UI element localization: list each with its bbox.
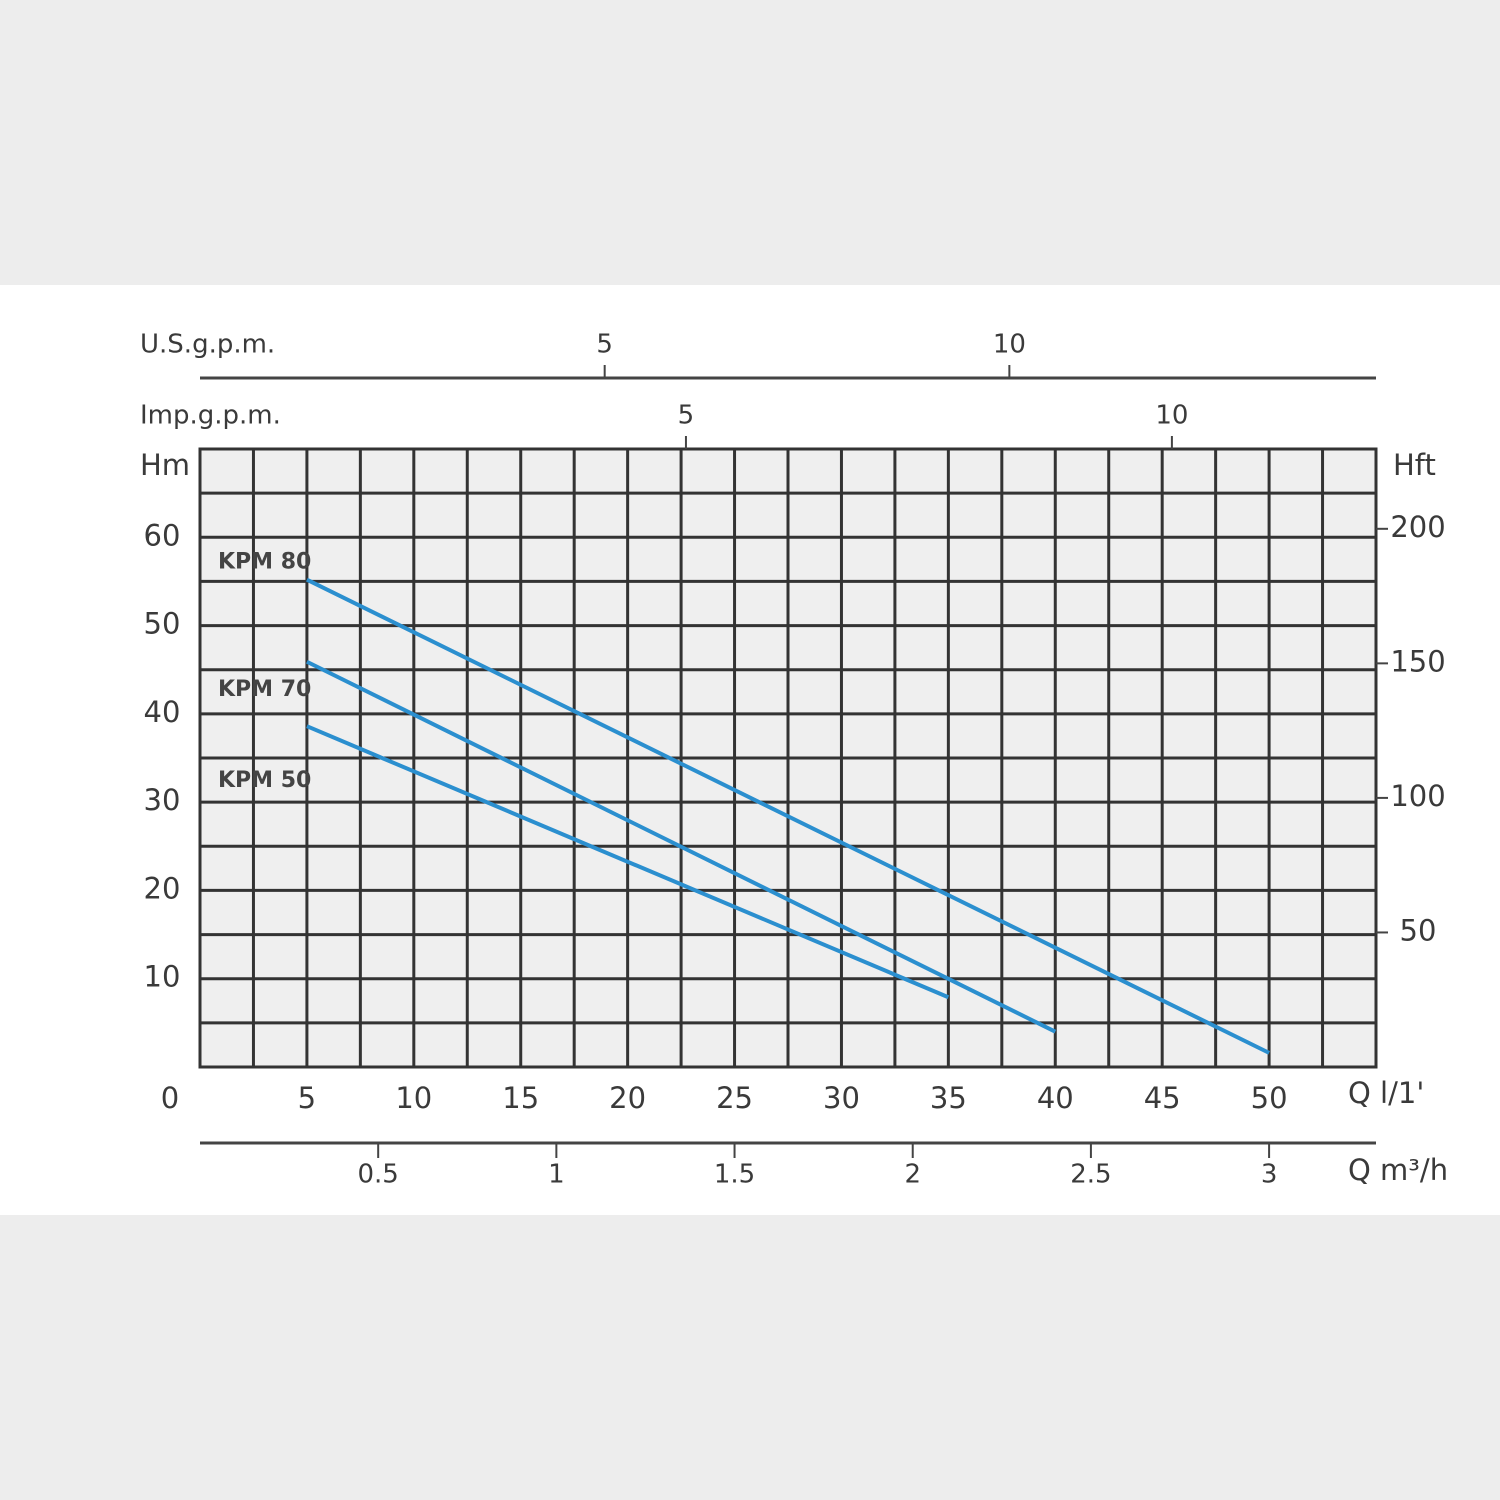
- bottom-axis-2-tick-label: 3: [1261, 1160, 1278, 1190]
- top-axis-2-label: Imp.g.p.m.: [140, 401, 281, 431]
- x-tick-label: 0: [161, 1081, 179, 1115]
- x-axis-label: Q l/1': [1348, 1076, 1424, 1110]
- y-tick-label: 40: [144, 695, 181, 729]
- x-tick-label: 10: [395, 1081, 432, 1115]
- x-tick-label: 40: [1037, 1081, 1074, 1115]
- top-axis-1-tick-label: 10: [993, 330, 1026, 360]
- y2-tick-label: 150: [1390, 644, 1445, 678]
- y-tick-label: 30: [144, 783, 181, 817]
- y-tick-label: 20: [144, 871, 181, 905]
- y2-tick-label: 200: [1390, 510, 1445, 544]
- y2-tick-label: 100: [1390, 779, 1445, 813]
- x-tick-label: 20: [609, 1081, 646, 1115]
- x-tick-label: 25: [716, 1081, 753, 1115]
- top-axis-1-tick-label: 5: [596, 330, 613, 360]
- series-label: KPM 50: [218, 768, 311, 793]
- bottom-axis-2-tick-label: 1: [548, 1160, 565, 1190]
- y-tick-label: 10: [144, 960, 181, 994]
- series-line: [306, 724, 950, 1000]
- plot-frame: [198, 447, 1378, 1069]
- top-axis-1-label: U.S.g.p.m.: [140, 330, 275, 360]
- bottom-axis-2-tick-label: 0.5: [358, 1160, 399, 1190]
- series-label: KPM 80: [218, 550, 311, 575]
- series-line: [306, 659, 1057, 1034]
- bottom-axis-2-tick-label: 2: [904, 1160, 921, 1190]
- x-tick-label: 50: [1251, 1081, 1288, 1115]
- series-line: [306, 577, 1270, 1055]
- y-axis-label: Hm: [140, 448, 190, 482]
- x-tick-label: 15: [502, 1081, 539, 1115]
- y-tick-label: 50: [144, 607, 181, 641]
- y2-axis-label: Hft: [1393, 448, 1436, 482]
- y2-tick-label: 50: [1400, 913, 1437, 947]
- x-tick-label: 5: [298, 1081, 316, 1115]
- x-tick-label: 45: [1144, 1081, 1181, 1115]
- top-axis-2-tick-label: 10: [1155, 401, 1188, 431]
- y-tick-label: 60: [144, 518, 181, 552]
- x-tick-label: 35: [930, 1081, 967, 1115]
- top-axis-2-tick-label: 5: [678, 401, 695, 431]
- series-label: KPM 70: [218, 677, 311, 702]
- bottom-axis-2-tick-label: 2.5: [1070, 1160, 1111, 1190]
- bottom-axis-2-tick-label: 1.5: [714, 1160, 755, 1190]
- bottom-axis-2-label: Q m³/h: [1348, 1153, 1448, 1187]
- x-tick-label: 30: [823, 1081, 860, 1115]
